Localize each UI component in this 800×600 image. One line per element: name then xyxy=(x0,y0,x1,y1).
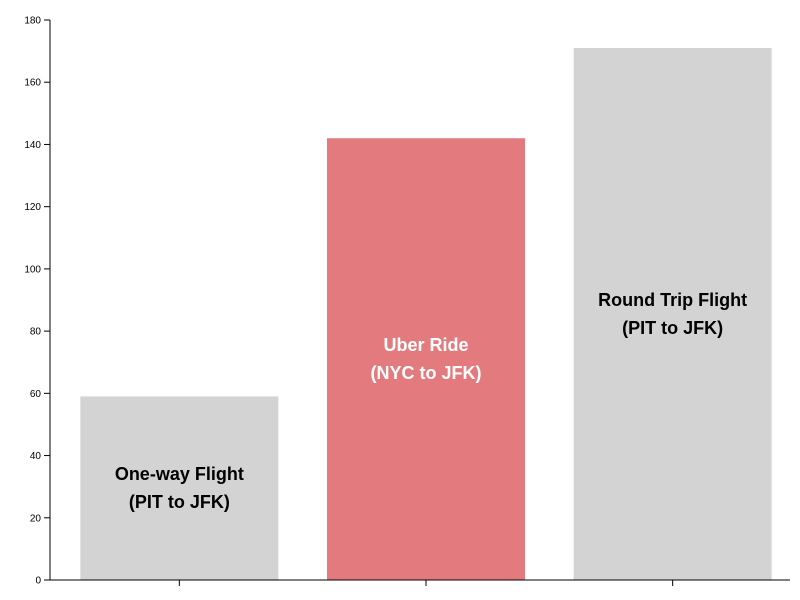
bar-label-1: One-way Flight (PIT to JFK) xyxy=(115,464,244,512)
y-tick-label: 40 xyxy=(30,451,42,462)
y-axis: 0 20 40 60 80 100 120 140 160 180 xyxy=(24,16,51,587)
bar-label-line: (PIT to JFK) xyxy=(129,492,230,512)
bars-group xyxy=(80,48,772,580)
y-tick-label: 20 xyxy=(30,513,42,524)
bar-1 xyxy=(80,396,279,580)
bar-label-3: Round Trip Flight (PIT to JFK) xyxy=(598,290,747,338)
bar-3 xyxy=(573,48,772,580)
y-tick-label: 120 xyxy=(24,202,41,213)
y-tick-label: 80 xyxy=(30,327,42,338)
bar-label-line: Round Trip Flight xyxy=(598,290,747,310)
bar-2 xyxy=(327,138,525,580)
x-axis xyxy=(50,579,790,586)
bar-label-line: (PIT to JFK) xyxy=(622,318,723,338)
y-tick-label: 100 xyxy=(24,264,41,275)
y-tick-label: 180 xyxy=(24,16,41,27)
y-tick-label: 0 xyxy=(35,576,41,587)
y-tick-label: 140 xyxy=(24,140,41,151)
y-tick-label: 160 xyxy=(24,78,41,89)
bar-label-line: Uber Ride xyxy=(383,335,468,355)
bar-labels-group: One-way Flight (PIT to JFK) Uber Ride (NYC … xyxy=(115,290,747,512)
bar-label-2: Uber Ride (NYC to JFK) xyxy=(371,335,482,383)
bar-label-line: One-way Flight xyxy=(115,464,244,484)
y-tick-label: 60 xyxy=(30,389,42,400)
bar-label-line: (NYC to JFK) xyxy=(371,363,482,383)
